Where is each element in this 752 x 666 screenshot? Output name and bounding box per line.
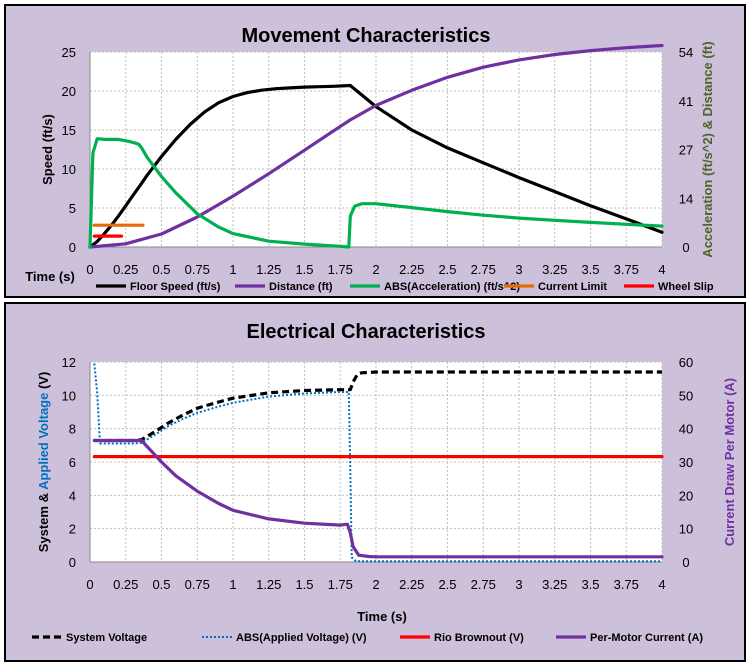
y-axis-title: System & Applied Voltage (V) (36, 372, 51, 553)
y-axis-title-part: (V) (36, 372, 51, 393)
series-line-distance-ft (88, 43, 664, 249)
x-tick-label: 2 (372, 262, 379, 277)
legend-label: Wheel Slip (658, 281, 714, 293)
x-tick-label: 2.5 (438, 262, 456, 277)
x-tick-label: 3.75 (614, 262, 639, 277)
y2-tick-label: 0 (682, 240, 689, 255)
y2-tick-label: 41 (679, 94, 693, 109)
legend-label: Current Limit (538, 281, 607, 293)
legend-label: ABS(Applied Voltage) (V) (236, 632, 367, 644)
y2-tick-label: 14 (679, 191, 693, 206)
x-tick-label: 2.5 (438, 577, 456, 592)
x-tick-label: 0.75 (185, 577, 210, 592)
x-tick-label: 3.25 (542, 262, 567, 277)
y-tick-label: 10 (62, 388, 76, 403)
y-axis-title-highlight: Applied Voltage (36, 393, 51, 490)
y-tick-label: 10 (62, 162, 76, 177)
y2-tick-label: 27 (679, 143, 693, 158)
legend-label: Distance (ft) (269, 281, 333, 293)
y2-tick-label: 50 (679, 388, 693, 403)
x-tick-label: 0.25 (113, 577, 138, 592)
y-tick-label: 2 (69, 522, 76, 537)
legend-label: ABS(Acceleration) (ft/s^2) (384, 281, 520, 293)
x-tick-label: 1.5 (295, 262, 313, 277)
y2-tick-label: 10 (679, 522, 693, 537)
x-tick-label: 1.5 (295, 577, 313, 592)
legend-label: System Voltage (66, 632, 147, 644)
chart-title: Movement Characteristics (242, 25, 491, 47)
y2-axis-title: Acceleration (ft/s^2) & Distance (ft) (700, 41, 715, 257)
y-tick-label: 5 (69, 201, 76, 216)
y2-axis-title: Current Draw Per Motor (A) (722, 378, 737, 546)
x-tick-label: 3 (515, 262, 522, 277)
y-tick-label: 12 (62, 355, 76, 370)
y2-tick-label: 60 (679, 355, 693, 370)
chart-2: Electrical Characteristics 0 0.25 0.5 0.75 1 1… (32, 321, 737, 644)
y-tick-label: 15 (62, 123, 76, 138)
x-axis-title: Time (s) (25, 269, 75, 284)
y-tick-label: 8 (69, 422, 76, 437)
y2-tick-label: 0 (682, 555, 689, 570)
series-line-per-motor-current-a (92, 438, 664, 559)
y-axis-title-part: System & (36, 490, 51, 552)
x-tick-label: 3.5 (581, 577, 599, 592)
y-tick-label: 25 (62, 45, 76, 60)
x-tick-label: 1 (229, 577, 236, 592)
x-tick-label: 4 (658, 262, 665, 277)
y-tick-label: 4 (69, 488, 76, 503)
y2-tick-label: 20 (679, 488, 693, 503)
series-line-floor-speed-ft-s (88, 83, 664, 249)
legend: System Voltage ABS(Applied Voltage) (V) Ri… (32, 632, 703, 644)
legend-label: Per-Motor Current (A) (590, 632, 703, 644)
y2-tick-label: 40 (679, 422, 693, 437)
x-axis-title: Time (s) (357, 609, 407, 624)
x-tick-label: 3 (515, 577, 522, 592)
x-tick-label: 1.75 (328, 577, 353, 592)
series-line-abs-acceleration-ft-s-2 (88, 137, 664, 249)
y-tick-label: 6 (69, 455, 76, 470)
x-tick-label: 3.25 (542, 577, 567, 592)
series-line-abs-applied-voltage-v (93, 363, 662, 563)
x-tick-label: 1.75 (328, 262, 353, 277)
x-tick-label: 2.75 (471, 262, 496, 277)
x-tick-label: 0.25 (113, 262, 138, 277)
y2-tick-label: 30 (679, 455, 693, 470)
x-tick-label: 2 (372, 577, 379, 592)
x-tick-label: 1.25 (256, 262, 281, 277)
y-axis-title: Speed (ft/s) (40, 114, 55, 185)
x-tick-label: 3.5 (581, 262, 599, 277)
x-tick-label: 1.25 (256, 577, 281, 592)
x-tick-label: 0 (86, 577, 93, 592)
x-tick-label: 2.25 (399, 577, 424, 592)
legend-label: Rio Brownout (V) (434, 632, 524, 644)
chart-title: Electrical Characteristics (246, 321, 485, 343)
x-tick-label: 1 (229, 262, 236, 277)
y-tick-label: 0 (69, 240, 76, 255)
legend-label: Floor Speed (ft/s) (130, 281, 221, 293)
y-tick-label: 20 (62, 84, 76, 99)
x-tick-label: 0.5 (152, 262, 170, 277)
legend: Floor Speed (ft/s) Distance (ft) ABS(Accel… (96, 281, 714, 293)
x-tick-label: 0.5 (152, 577, 170, 592)
x-tick-label: 0 (86, 262, 93, 277)
x-tick-label: 2.75 (471, 577, 496, 592)
x-tick-label: 2.25 (399, 262, 424, 277)
y2-tick-label: 54 (679, 45, 693, 60)
chart-1: Movement Characteristics 0 0.25 0.5 0.75 1 1.2… (25, 25, 715, 293)
x-tick-label: 4 (658, 577, 665, 592)
x-tick-label: 0.75 (185, 262, 210, 277)
x-tick-label: 3.75 (614, 577, 639, 592)
y-tick-label: 0 (69, 555, 76, 570)
